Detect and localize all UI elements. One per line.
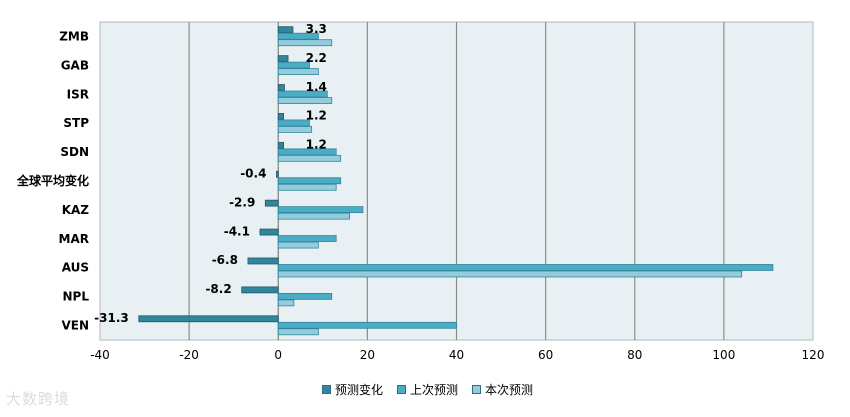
bar-current [277, 68, 319, 76]
bar-change [259, 228, 279, 236]
x-tick-label: 0 [274, 348, 282, 362]
bar-change [277, 26, 294, 34]
data-label: -0.4 [240, 167, 266, 181]
bar-current [277, 299, 295, 307]
x-tick-label: -20 [179, 348, 199, 362]
data-label: -4.1 [224, 224, 250, 238]
bar-current [277, 328, 319, 336]
bar-change [277, 141, 284, 149]
bar-current [277, 183, 337, 191]
category-label: STP [63, 116, 89, 130]
bar-previous [277, 292, 333, 300]
bar-current [277, 270, 743, 278]
data-labels: 3.3 2.2 1.4 1.2 1.2 -0.4 -2.9 -4.1 -6.8 -8.2 -31.3 [94, 22, 327, 325]
data-label: 2.2 [306, 51, 327, 65]
bar-previous [277, 177, 342, 185]
data-label: -2.9 [229, 195, 255, 209]
legend: 预测变化 上次预测 本次预测 [322, 381, 533, 398]
legend-swatch-change [322, 385, 331, 394]
legend-label-change: 预测变化 [335, 383, 384, 397]
bar-current [277, 126, 313, 133]
bar-previous [277, 264, 774, 271]
category-label: MAR [59, 232, 89, 246]
bar-current [277, 97, 333, 104]
category-label: AUS [62, 261, 89, 275]
x-tick-label: 80 [627, 348, 642, 362]
bar-previous [277, 321, 457, 329]
data-label: -31.3 [94, 311, 129, 325]
x-tick-label: 40 [449, 348, 464, 362]
bar-previous [277, 148, 337, 156]
legend-item-current: 本次预测 [472, 381, 533, 398]
bar-change [277, 55, 289, 63]
category-label: SDN [60, 145, 89, 159]
bar-change [138, 315, 279, 323]
data-label: 1.2 [306, 138, 327, 152]
bar-current [277, 154, 342, 162]
data-label: 1.2 [306, 109, 327, 123]
bar-previous [277, 61, 310, 69]
bar-current [277, 212, 350, 220]
x-tick-label: 100 [712, 348, 735, 362]
legend-item-previous: 上次预测 [397, 381, 458, 398]
legend-label-previous: 上次预测 [410, 383, 459, 397]
bar-change [264, 199, 279, 207]
legend-swatch-current [472, 385, 482, 394]
bar-current [277, 241, 319, 249]
data-label: 3.3 [306, 22, 327, 36]
bar-change [241, 286, 279, 294]
category-label: GAB [61, 58, 89, 72]
legend-label-current: 本次预测 [485, 383, 534, 397]
category-label: NPL [63, 290, 90, 304]
x-tick-labels: -40 -20 0 20 40 60 80 100 120 [90, 348, 824, 362]
bar-previous [277, 90, 328, 98]
watermark-logo: 大数跨境 [6, 390, 71, 408]
x-tick-label: 60 [538, 348, 553, 362]
legend-swatch-previous [397, 385, 407, 394]
bar-previous [277, 235, 337, 242]
data-label: -8.2 [205, 282, 231, 296]
data-label: 1.4 [306, 80, 327, 94]
x-tick-label: 20 [360, 348, 375, 362]
category-label: ZMB [59, 29, 89, 43]
bar-change [277, 84, 285, 91]
category-label: KAZ [62, 203, 90, 217]
bars-group [138, 26, 774, 336]
category-labels: ZMB GAB ISR STP SDN 全球平均变化 KAZ MAR AUS NPL VEN [16, 29, 89, 332]
legend-item-change: 预测变化 [322, 381, 383, 398]
bar-change [276, 170, 279, 178]
bar-current [277, 39, 333, 47]
category-label: VEN [61, 319, 89, 333]
category-label: ISR [67, 87, 89, 101]
bar-change [277, 113, 284, 120]
x-tick-label: 120 [802, 348, 825, 362]
data-label: -6.8 [212, 253, 238, 267]
bar-change [247, 257, 279, 265]
x-tick-label: -40 [90, 348, 110, 362]
category-label: 全球平均变化 [16, 173, 89, 188]
bar-previous [277, 206, 364, 214]
bar-previous [277, 119, 310, 127]
bar-previous [277, 32, 319, 40]
